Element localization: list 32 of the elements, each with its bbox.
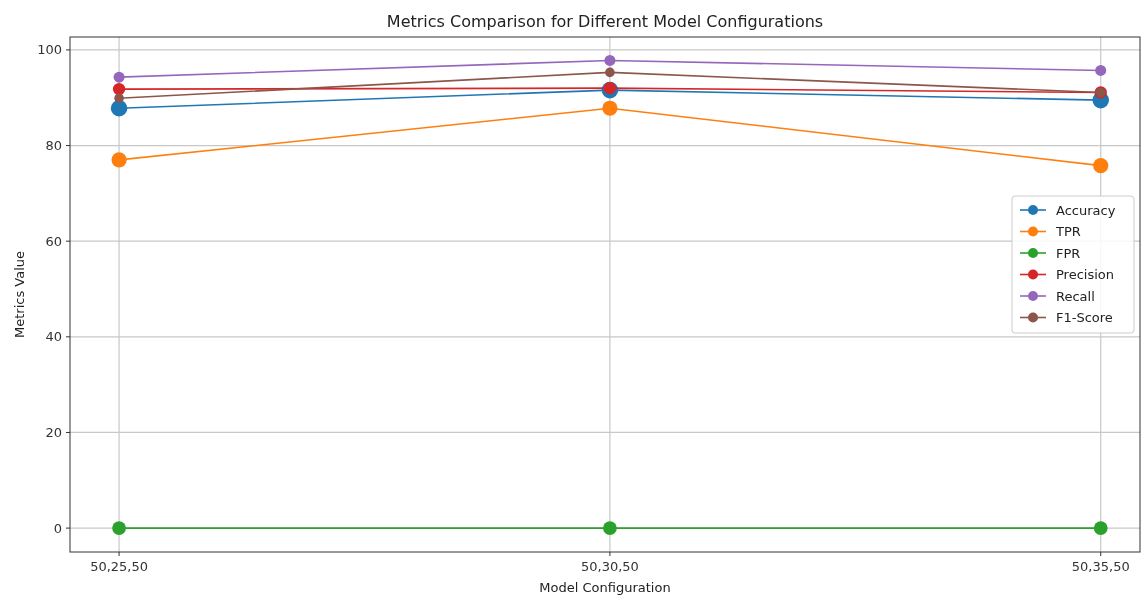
point xyxy=(1093,158,1109,174)
point xyxy=(603,81,617,95)
point xyxy=(110,99,128,117)
point xyxy=(114,93,124,104)
point xyxy=(113,71,125,83)
y-tick-label: 60 xyxy=(45,233,62,249)
y-tick-label: 0 xyxy=(53,520,62,536)
point xyxy=(605,67,615,78)
legend-label: Accuracy xyxy=(1056,202,1116,218)
y-tick-label: 40 xyxy=(45,329,62,345)
x-tick-label: 50,30,50 xyxy=(580,559,639,574)
point xyxy=(1093,521,1108,535)
y-tick-label: 20 xyxy=(45,425,62,440)
point xyxy=(602,100,618,116)
point xyxy=(112,82,126,96)
point xyxy=(1095,64,1107,76)
point xyxy=(603,521,617,535)
legend-label: F1-Score xyxy=(1056,310,1113,326)
y-tick-label: 80 xyxy=(45,138,62,154)
chart-title: Metrics Comparison for Different Model Configurations xyxy=(386,12,824,31)
point xyxy=(111,152,127,168)
y-axis-title: Metrics Value xyxy=(12,250,27,339)
point xyxy=(112,521,126,535)
legend-label: TPR xyxy=(1055,224,1081,240)
x-tick-label: 50,35,50 xyxy=(1071,559,1130,574)
point xyxy=(604,54,616,66)
legend-label: FPR xyxy=(1056,245,1081,261)
legend-label: Precision xyxy=(1056,267,1115,283)
x-axis-title: Model Configuration xyxy=(539,580,671,595)
y-tick-label: 100 xyxy=(37,42,62,58)
legend-label: Recall xyxy=(1056,288,1095,304)
x-tick-label: 50,25,50 xyxy=(90,559,149,574)
